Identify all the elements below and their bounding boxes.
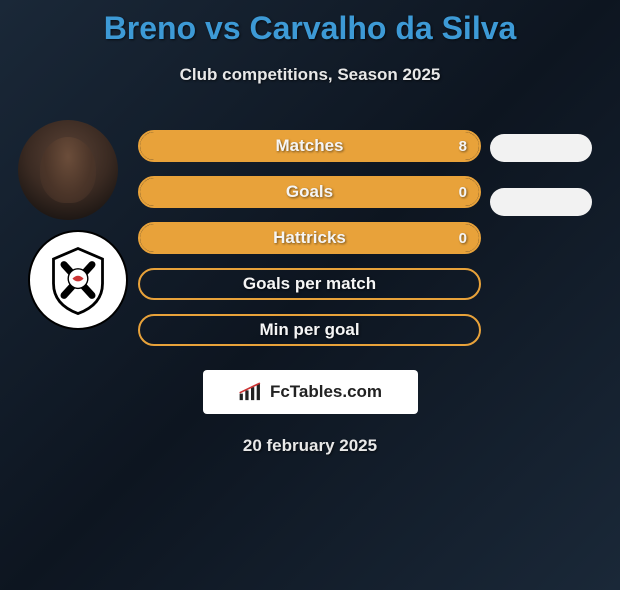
stat-label: Min per goal	[140, 320, 479, 340]
stat-label: Hattricks	[140, 228, 479, 248]
page-title: Breno vs Carvalho da Silva	[0, 10, 620, 47]
stat-value: 0	[459, 184, 467, 201]
stat-label: Matches	[140, 136, 479, 156]
stat-label: Goals per match	[140, 274, 479, 294]
stat-value: 8	[459, 138, 467, 155]
comparison-pill	[490, 188, 592, 216]
right-pill-column	[490, 130, 595, 242]
comparison-pill	[490, 134, 592, 162]
stat-value: 0	[459, 230, 467, 247]
stat-bar: Hattricks 0	[138, 222, 481, 254]
player-face-icon	[40, 137, 96, 203]
stat-label: Goals	[140, 182, 479, 202]
bar-chart-icon	[238, 382, 264, 402]
brand-badge[interactable]: FcTables.com	[203, 370, 418, 414]
player-2-avatar	[28, 230, 128, 330]
stat-bar: Goals per match	[138, 268, 481, 300]
stat-bar: Min per goal	[138, 314, 481, 346]
stat-row-min-per-goal: Min per goal	[138, 314, 481, 346]
stat-row-matches: Matches 8	[138, 130, 481, 162]
stats-column: Matches 8 Goals 0 Hattricks 0 Goals per …	[138, 130, 481, 360]
stat-row-goals: Goals 0	[138, 176, 481, 208]
stat-row-hattricks: Hattricks 0	[138, 222, 481, 254]
stat-bar: Matches 8	[138, 130, 481, 162]
club-crest-icon	[43, 245, 113, 315]
date-label: 20 february 2025	[0, 436, 620, 456]
subtitle: Club competitions, Season 2025	[0, 65, 620, 85]
brand-text: FcTables.com	[270, 382, 382, 402]
stat-bar: Goals 0	[138, 176, 481, 208]
stat-row-goals-per-match: Goals per match	[138, 268, 481, 300]
comparison-panel: Matches 8 Goals 0 Hattricks 0 Goals per …	[0, 130, 620, 360]
player-1-avatar	[18, 120, 118, 220]
